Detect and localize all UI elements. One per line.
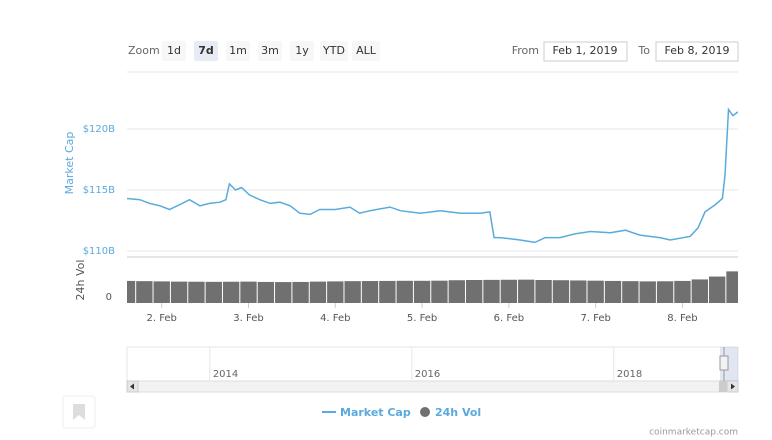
volume-bar <box>136 281 153 303</box>
volume-bar <box>483 279 500 303</box>
volume-bar <box>292 281 309 303</box>
zoom-button[interactable] <box>194 41 218 61</box>
x-tick-label: 5. Feb <box>407 313 437 324</box>
from-input[interactable] <box>543 41 628 62</box>
to-input[interactable] <box>655 41 739 62</box>
y-tick-label: $115B <box>83 185 115 196</box>
zoom-button-label[interactable]: YTD <box>322 44 345 57</box>
arrow-right <box>731 383 735 390</box>
volume-bar <box>622 281 639 303</box>
volume-bar <box>344 281 361 303</box>
to-label: To <box>637 44 650 57</box>
volume-bar <box>708 276 726 303</box>
scrollbar[interactable] <box>126 380 739 393</box>
volume-bar <box>691 279 708 303</box>
volume-bar <box>188 281 205 303</box>
volume-bar <box>275 282 292 303</box>
volume-bar <box>726 271 738 303</box>
x-tick-label: 3. Feb <box>233 313 263 324</box>
zoom-button[interactable] <box>258 41 282 61</box>
legend-label[interactable]: Market Cap <box>340 406 411 419</box>
from-label: From <box>512 44 539 57</box>
zoom-button[interactable] <box>162 41 186 61</box>
zoom-button[interactable] <box>290 41 314 61</box>
x-tick-label: 7. Feb <box>580 313 610 324</box>
y-tick-label: $110B <box>83 246 115 257</box>
bookmark-icon <box>73 404 85 420</box>
legend[interactable]: Market Cap 24h Vol <box>322 406 481 419</box>
volume-bar <box>413 280 431 303</box>
x-tick-label: 6. Feb <box>494 313 524 324</box>
zoom-button[interactable] <box>320 41 348 61</box>
volume-bar <box>535 280 552 303</box>
volume-bar <box>170 281 188 303</box>
volume-bar <box>448 280 465 303</box>
navigator-tick-label: 2014 <box>213 369 238 380</box>
zoom-button-label[interactable]: ALL <box>356 44 377 57</box>
zoom-button-label[interactable]: 1d <box>167 44 181 57</box>
volume-bar <box>327 281 344 303</box>
zoom-button-label[interactable]: 7d <box>198 44 214 57</box>
volume-bar <box>127 280 136 303</box>
volume-bar <box>205 281 222 303</box>
zoom-button-label[interactable]: 1y <box>295 44 309 57</box>
y-tick-label: $120B <box>83 124 115 135</box>
y-axis-title: Market Cap <box>63 132 76 195</box>
zoom-button[interactable] <box>352 41 380 61</box>
volume-bar <box>639 281 656 303</box>
market-cap-line <box>127 107 738 244</box>
credit: coinmarketcap.com <box>649 428 738 438</box>
zoom-button[interactable] <box>226 41 250 61</box>
volume-bar <box>674 280 691 303</box>
legend-label[interactable]: 24h Vol <box>435 406 481 419</box>
volume-bar <box>604 280 622 303</box>
legend-dot <box>420 407 430 417</box>
navigator-tick-label: 2016 <box>415 369 440 380</box>
x-tick-label: 4. Feb <box>320 313 350 324</box>
volume-bar <box>240 281 257 303</box>
volume-bar <box>587 280 604 303</box>
x-tick-label: 8. Feb <box>667 313 697 324</box>
navigator-handle[interactable] <box>719 355 729 371</box>
zoom-button-label[interactable]: 3m <box>261 44 279 57</box>
zoom-label: Zoom <box>128 44 160 57</box>
volume-bar <box>431 280 448 303</box>
volume-bar <box>361 281 379 303</box>
volume-bar <box>500 279 518 303</box>
volume-bar <box>656 281 674 303</box>
volume-bar <box>552 280 570 303</box>
arrow-left <box>130 383 134 390</box>
x-tick-label: 2. Feb <box>146 313 176 324</box>
from-date[interactable]: Feb 1, 2019 <box>553 44 618 57</box>
volume-bar <box>465 280 483 303</box>
volume-bar <box>153 281 170 303</box>
volume-bar <box>379 280 396 303</box>
scroll-thumb[interactable] <box>719 381 727 392</box>
volume-bar <box>309 281 327 303</box>
navigator-tick-label: 2018 <box>617 369 642 380</box>
zoom-button-label[interactable]: 1m <box>229 44 247 57</box>
volume-bar <box>570 280 587 303</box>
vol-tick-label: 0 <box>106 292 112 303</box>
volume-bar <box>257 281 275 303</box>
volume-bar <box>396 280 413 303</box>
volume-bar <box>518 279 535 303</box>
vol-axis-title: 24h Vol <box>74 260 87 301</box>
volume-bar <box>222 281 240 303</box>
to-date[interactable]: Feb 8, 2019 <box>665 44 730 57</box>
